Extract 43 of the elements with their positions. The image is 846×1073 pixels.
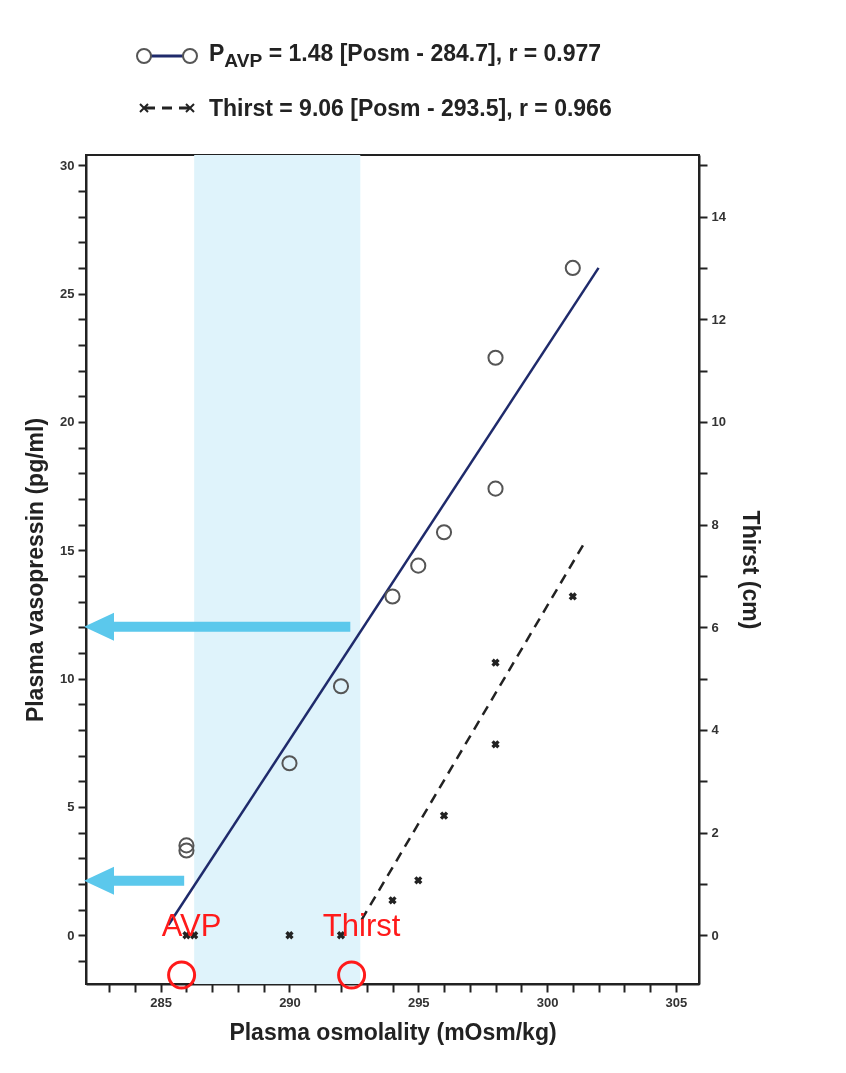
legend-label: Thirst = 9.06 [Posm - 293.5], r = 0.966 bbox=[209, 94, 612, 122]
point bbox=[178, 842, 195, 859]
x-axis-title: Plasma osmolality (mOsm/kg) bbox=[229, 1018, 557, 1045]
point bbox=[384, 588, 401, 605]
y-tick-label: 15 bbox=[60, 542, 75, 558]
y-tick-label: 5 bbox=[67, 799, 75, 815]
point bbox=[414, 876, 423, 885]
y2-axis-title: Thirst (cm) bbox=[737, 510, 764, 630]
y2-tick-label: 8 bbox=[711, 517, 719, 533]
point bbox=[285, 931, 294, 940]
point bbox=[410, 557, 427, 574]
point bbox=[388, 896, 397, 905]
point bbox=[568, 592, 577, 601]
x-tick-label: 285 bbox=[150, 994, 173, 1010]
point bbox=[487, 480, 504, 497]
point bbox=[564, 259, 581, 276]
y2-tick-label: 2 bbox=[711, 825, 719, 841]
x-tick-label: 300 bbox=[536, 994, 559, 1010]
annotation: AVP bbox=[161, 907, 222, 943]
point bbox=[491, 658, 500, 667]
y-tick-label: 25 bbox=[60, 286, 75, 302]
annotation: Thirst bbox=[322, 907, 401, 943]
point bbox=[281, 755, 298, 772]
y2-tick-label: 0 bbox=[711, 927, 719, 943]
x-tick-label: 290 bbox=[279, 994, 301, 1010]
y-tick-label: 0 bbox=[67, 927, 75, 943]
x-tick-label: 295 bbox=[407, 994, 430, 1010]
y-tick-label: 10 bbox=[60, 671, 75, 687]
point bbox=[435, 524, 453, 541]
y-tick-label: 20 bbox=[60, 414, 75, 430]
y2-tick-label: 6 bbox=[711, 619, 719, 635]
point bbox=[491, 740, 500, 749]
point bbox=[178, 837, 195, 854]
point bbox=[487, 349, 504, 366]
y-axis-title: Plasma vasopressin (pg/ml) bbox=[22, 417, 49, 723]
y2-tick-label: 12 bbox=[711, 311, 726, 327]
y-tick-label: 30 bbox=[60, 157, 75, 173]
point bbox=[332, 678, 350, 695]
y2-tick-label: 4 bbox=[711, 722, 720, 738]
y2-tick-label: 10 bbox=[711, 414, 726, 430]
x-tick-label: 305 bbox=[665, 994, 688, 1010]
legend-label: P$_{AVP}$ = 1.48 [Posm - 284.7], r = 0.977 bbox=[209, 40, 602, 72]
y2-tick-label: 14 bbox=[711, 209, 727, 225]
